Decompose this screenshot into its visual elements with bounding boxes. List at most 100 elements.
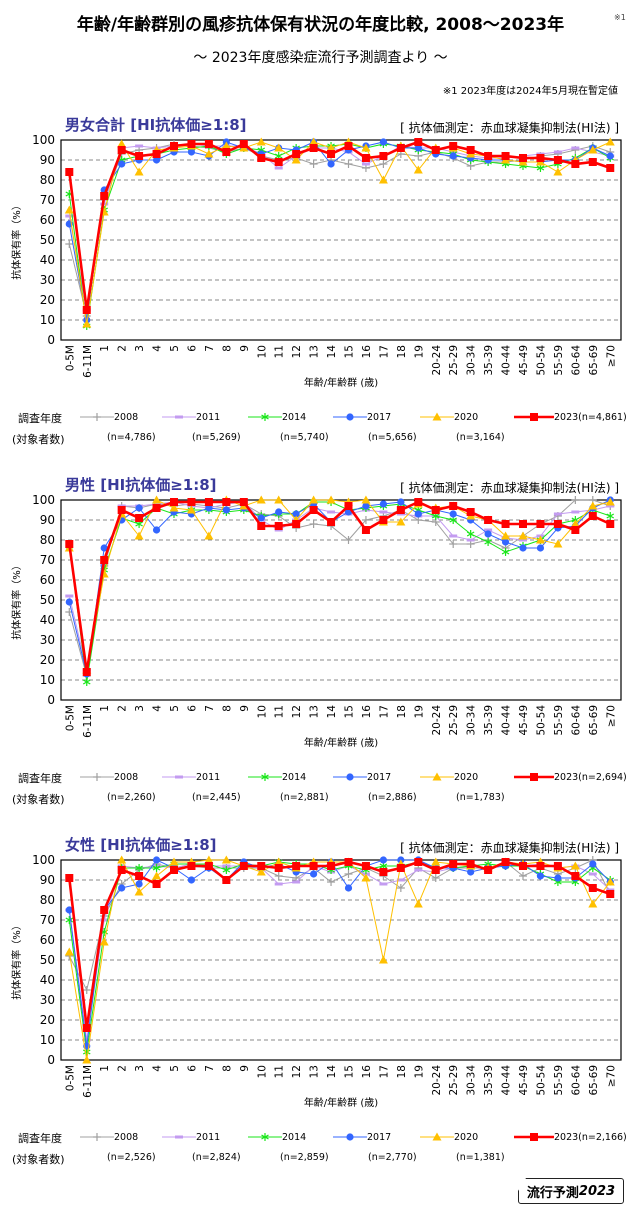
y-tick-label: 60 bbox=[40, 933, 55, 947]
data-point-2023 bbox=[222, 148, 231, 156]
x-tick-label: 10 bbox=[256, 345, 268, 358]
y-tick-label: 20 bbox=[40, 653, 55, 667]
series-2008 bbox=[65, 856, 615, 994]
legend-year-heading: 調査年度 bbox=[18, 412, 62, 425]
data-point-2023 bbox=[501, 152, 510, 160]
y-tick-label: 20 bbox=[40, 293, 55, 307]
data-point-2020 bbox=[501, 531, 511, 540]
data-point-2008 bbox=[361, 516, 370, 524]
legend-label: 2008 bbox=[114, 771, 139, 783]
legend-item-2014: 2014 bbox=[248, 1131, 306, 1143]
legend-n: (n=5,269) bbox=[192, 432, 241, 443]
data-point-2023 bbox=[379, 516, 388, 524]
legend-label: 2014 bbox=[282, 771, 307, 783]
data-point-2023 bbox=[606, 520, 615, 528]
y-tick-label: 80 bbox=[40, 173, 55, 187]
x-tick-label: 60-64 bbox=[570, 345, 582, 376]
data-point-2014 bbox=[135, 864, 143, 872]
legend-swatch bbox=[80, 413, 114, 421]
data-point-2023 bbox=[606, 164, 615, 172]
x-tick-label: 13 bbox=[309, 705, 321, 718]
series-line-2017 bbox=[68, 141, 611, 321]
series-2023 bbox=[65, 498, 615, 676]
legend-n: (n=2,824) bbox=[192, 1152, 241, 1163]
series-line-2008 bbox=[68, 859, 611, 992]
y-tick-label: 70 bbox=[40, 193, 55, 207]
data-point-2023 bbox=[379, 868, 388, 876]
x-tick-label: 14 bbox=[326, 345, 338, 359]
data-point-2023 bbox=[292, 150, 301, 158]
data-point-2023 bbox=[344, 502, 353, 510]
data-point-2020 bbox=[134, 167, 144, 176]
data-point-2017 bbox=[135, 504, 143, 512]
data-point-2023 bbox=[588, 512, 597, 520]
data-point-2020 bbox=[553, 539, 563, 548]
data-point-2023 bbox=[414, 138, 423, 146]
legend-n: (n=2,260) bbox=[107, 792, 156, 803]
x-tick-label: 8 bbox=[221, 1065, 233, 1072]
data-point-2020 bbox=[134, 531, 144, 540]
data-point-2023 bbox=[449, 502, 458, 510]
data-point-2020 bbox=[326, 495, 336, 504]
y-tick-label: 40 bbox=[40, 253, 55, 267]
series-2023 bbox=[65, 138, 615, 314]
logo-text: 流行予測 bbox=[526, 1185, 579, 1201]
data-point-2020 bbox=[204, 531, 214, 540]
legend-item-2011: 2011 bbox=[162, 771, 220, 783]
data-point-2023 bbox=[501, 520, 510, 528]
data-point-2008 bbox=[431, 874, 440, 882]
x-tick-label: 10 bbox=[256, 705, 268, 718]
data-point-2023 bbox=[292, 520, 301, 528]
data-point-2023 bbox=[396, 144, 405, 152]
data-point-2023 bbox=[135, 152, 144, 160]
legend-item-2017: 2017 bbox=[333, 1131, 391, 1143]
x-tick-label: 60-64 bbox=[570, 1065, 582, 1096]
legend-swatch bbox=[162, 1135, 196, 1139]
data-point-2020 bbox=[291, 155, 301, 164]
data-point-2023 bbox=[222, 876, 231, 884]
data-point-2023 bbox=[553, 520, 562, 528]
y-tick-label: 30 bbox=[40, 273, 55, 287]
legend-marker-icon bbox=[346, 413, 354, 421]
logo: 流行予測 2023 bbox=[518, 1178, 624, 1204]
series-2020 bbox=[64, 495, 615, 674]
data-point-2020 bbox=[204, 149, 214, 158]
data-point-2023 bbox=[361, 526, 370, 534]
data-point-2008 bbox=[274, 872, 283, 880]
data-point-2023 bbox=[344, 142, 353, 150]
x-tick-label: 6 bbox=[186, 345, 198, 352]
legend-item-2023: 2023(n=4,861) bbox=[514, 411, 627, 423]
x-tick-label: 13 bbox=[309, 1065, 321, 1078]
data-point-2020 bbox=[413, 165, 423, 174]
x-tick-label: 9 bbox=[239, 345, 251, 352]
data-point-2017 bbox=[362, 502, 370, 510]
data-point-2023 bbox=[519, 862, 527, 870]
legend-n: (n=3,164) bbox=[456, 432, 505, 443]
x-tick-label: 16 bbox=[361, 345, 373, 359]
data-point-2017 bbox=[379, 500, 387, 508]
legend-label: 2020 bbox=[454, 411, 479, 423]
data-point-2020 bbox=[186, 505, 196, 514]
legend-label: 2011 bbox=[196, 1131, 221, 1143]
data-point-2023 bbox=[82, 668, 91, 676]
data-point-2023 bbox=[414, 498, 423, 506]
data-point-2017 bbox=[589, 860, 597, 868]
legend-swatch bbox=[420, 412, 454, 421]
data-point-2020 bbox=[256, 495, 266, 504]
series-2014 bbox=[65, 498, 615, 686]
data-point-2023 bbox=[484, 866, 493, 874]
x-tick-label: 45-49 bbox=[518, 1065, 530, 1096]
x-tick-label: 12 bbox=[291, 705, 303, 718]
legend-n: (n=2,881) bbox=[280, 792, 329, 803]
data-point-2017 bbox=[152, 526, 161, 534]
y-tick-label: 40 bbox=[40, 973, 55, 987]
data-point-2023 bbox=[152, 504, 161, 512]
x-tick-label: 2 bbox=[117, 1065, 129, 1072]
data-point-2014 bbox=[152, 864, 161, 872]
legend-n-heading: (対象者数) bbox=[12, 1153, 65, 1166]
x-tick-label: 15 bbox=[344, 1065, 356, 1078]
y-tick-label: 60 bbox=[40, 573, 55, 587]
data-point-2020 bbox=[361, 143, 371, 152]
y-tick-label: 70 bbox=[40, 553, 55, 567]
y-tick-label: 30 bbox=[40, 633, 55, 647]
